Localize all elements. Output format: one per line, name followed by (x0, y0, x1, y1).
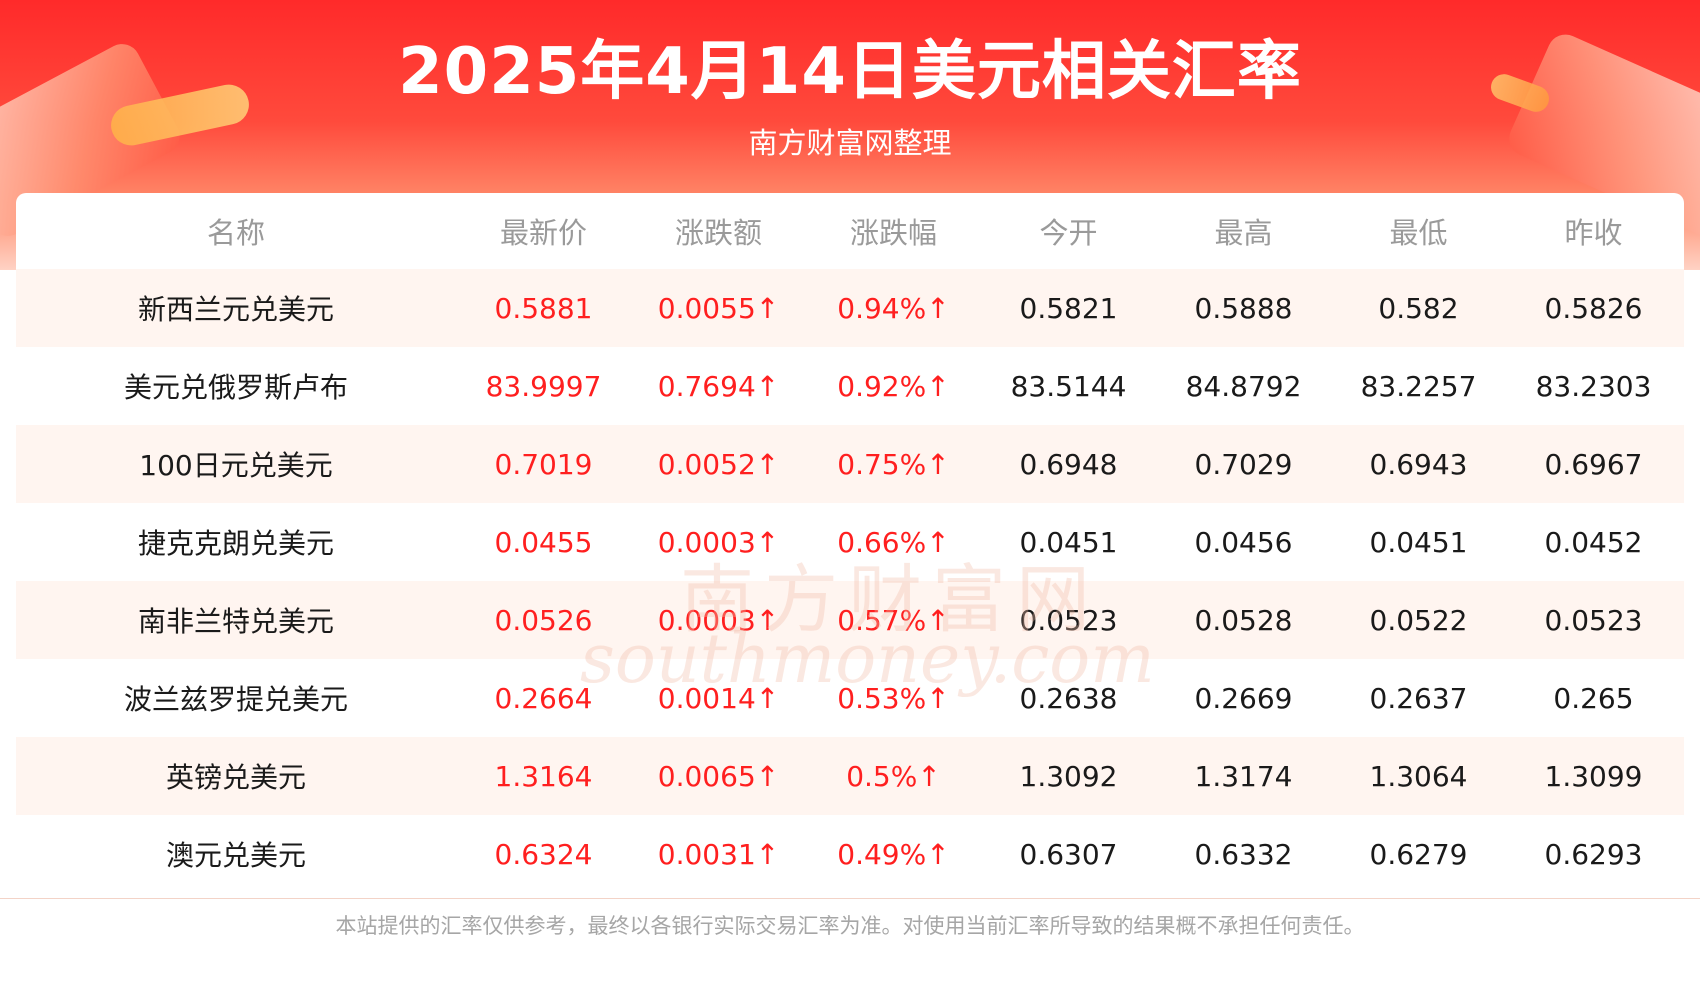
previous-close: 1.3099 (1544, 759, 1643, 793)
currency-pair-name: 美元兑俄罗斯卢布 (123, 371, 348, 404)
table-header-row: 名称 最新价 涨跌额 涨跌幅 今开 最高 最低 昨收 (16, 193, 1684, 269)
column-header-high: 最高 (1214, 216, 1273, 250)
rates-table: 名称 最新价 涨跌额 涨跌幅 今开 最高 最低 昨收 新西兰元兑美元 0.588… (16, 193, 1684, 893)
latest-price: 83.9997 (485, 369, 602, 403)
latest-price: 0.0526 (494, 603, 593, 637)
table-row: 美元兑俄罗斯卢布 83.9997 0.7694↑ 0.92%↑ 83.5144 … (16, 347, 1684, 425)
currency-pair-name: 南非兰特兑美元 (137, 605, 334, 638)
low-price: 0.0522 (1369, 603, 1468, 637)
low-price: 0.0451 (1369, 525, 1468, 559)
change-percent: 0.49%↑ (837, 837, 950, 871)
currency-pair-name: 英镑兑美元 (165, 761, 306, 794)
low-price: 0.6279 (1369, 837, 1468, 871)
open-price: 0.0523 (1019, 603, 1118, 637)
latest-price: 0.7019 (494, 447, 593, 481)
rates-table-card: 名称 最新价 涨跌额 涨跌幅 今开 最高 最低 昨收 新西兰元兑美元 0.588… (16, 193, 1684, 896)
table-row: 新西兰元兑美元 0.5881 0.0055↑ 0.94%↑ 0.5821 0.5… (16, 269, 1684, 347)
open-price: 0.0451 (1019, 525, 1118, 559)
change-percent: 0.57%↑ (837, 603, 950, 637)
high-price: 1.3174 (1194, 759, 1293, 793)
footer-divider (0, 898, 1700, 899)
open-price: 0.5821 (1019, 291, 1118, 325)
change-percent: 0.92%↑ (837, 369, 950, 403)
change-amount: 0.0055↑ (657, 291, 780, 325)
high-price: 0.6332 (1194, 837, 1293, 871)
open-price: 0.2638 (1019, 681, 1118, 715)
change-amount: 0.0052↑ (657, 447, 780, 481)
high-price: 0.5888 (1194, 291, 1293, 325)
table-row: 南非兰特兑美元 0.0526 0.0003↑ 0.57%↑ 0.0523 0.0… (16, 581, 1684, 659)
change-amount: 0.0003↑ (657, 603, 780, 637)
change-percent: 0.75%↑ (837, 447, 950, 481)
high-price: 0.7029 (1194, 447, 1293, 481)
high-price: 0.2669 (1194, 681, 1293, 715)
column-header-latest: 最新价 (499, 216, 587, 250)
low-price: 0.2637 (1369, 681, 1468, 715)
change-amount: 0.0031↑ (657, 837, 780, 871)
change-percent: 0.94%↑ (837, 291, 950, 325)
column-header-prev-close: 昨收 (1564, 216, 1623, 250)
previous-close: 83.2303 (1535, 369, 1652, 403)
low-price: 0.6943 (1369, 447, 1468, 481)
latest-price: 0.0455 (494, 525, 593, 559)
table-row: 捷克克朗兑美元 0.0455 0.0003↑ 0.66%↑ 0.0451 0.0… (16, 503, 1684, 581)
column-header-name: 名称 (206, 216, 265, 250)
latest-price: 1.3164 (494, 759, 593, 793)
open-price: 83.5144 (1010, 369, 1127, 403)
open-price: 0.6307 (1019, 837, 1118, 871)
previous-close: 0.0452 (1544, 525, 1643, 559)
change-amount: 0.0065↑ (657, 759, 780, 793)
page-subtitle: 南方财富网整理 (748, 126, 952, 160)
previous-close: 0.0523 (1544, 603, 1643, 637)
change-amount: 0.0003↑ (657, 525, 780, 559)
latest-price: 0.6324 (494, 837, 593, 871)
page-title: 2025年4月14日美元相关汇率 (398, 35, 1302, 109)
column-header-low: 最低 (1389, 216, 1448, 250)
column-header-change: 涨跌额 (674, 216, 762, 250)
previous-close: 0.265 (1553, 681, 1634, 715)
low-price: 1.3064 (1369, 759, 1468, 793)
table-row: 英镑兑美元 1.3164 0.0065↑ 0.5%↑ 1.3092 1.3174… (16, 737, 1684, 815)
table-row: 波兰兹罗提兑美元 0.2664 0.0014↑ 0.53%↑ 0.2638 0.… (16, 659, 1684, 737)
previous-close: 0.5826 (1544, 291, 1643, 325)
latest-price: 0.2664 (494, 681, 593, 715)
column-header-change-pct: 涨跌幅 (849, 216, 937, 250)
high-price: 84.8792 (1185, 369, 1302, 403)
currency-pair-name: 100日元兑美元 (139, 449, 333, 482)
high-price: 0.0528 (1194, 603, 1293, 637)
previous-close: 0.6293 (1544, 837, 1643, 871)
table-row: 澳元兑美元 0.6324 0.0031↑ 0.49%↑ 0.6307 0.633… (16, 815, 1684, 893)
column-header-open: 今开 (1039, 216, 1098, 250)
currency-pair-name: 捷克克朗兑美元 (137, 527, 334, 560)
change-amount: 0.0014↑ (657, 681, 780, 715)
previous-close: 0.6967 (1544, 447, 1643, 481)
high-price: 0.0456 (1194, 525, 1293, 559)
currency-pair-name: 新西兰元兑美元 (137, 293, 334, 326)
currency-pair-name: 波兰兹罗提兑美元 (123, 683, 348, 716)
latest-price: 0.5881 (494, 291, 593, 325)
open-price: 1.3092 (1019, 759, 1118, 793)
change-percent: 0.5%↑ (846, 759, 941, 793)
change-percent: 0.66%↑ (837, 525, 950, 559)
open-price: 0.6948 (1019, 447, 1118, 481)
table-row: 100日元兑美元 0.7019 0.0052↑ 0.75%↑ 0.6948 0.… (16, 425, 1684, 503)
currency-pair-name: 澳元兑美元 (165, 839, 306, 872)
footer-disclaimer: 本站提供的汇率仅供参考，最终以各银行实际交易汇率为准。对使用当前汇率所导致的结果… (335, 914, 1365, 938)
low-price: 0.582 (1378, 291, 1459, 325)
change-percent: 0.53%↑ (837, 681, 950, 715)
change-amount: 0.7694↑ (657, 369, 780, 403)
low-price: 83.2257 (1360, 369, 1477, 403)
